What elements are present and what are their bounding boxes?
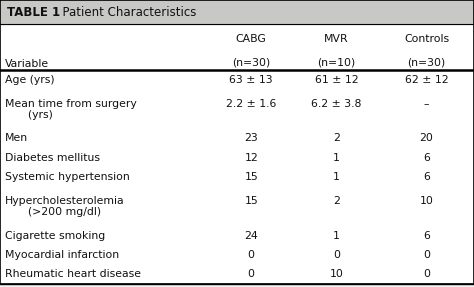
Text: Controls: Controls	[404, 34, 449, 44]
Text: 61 ± 12: 61 ± 12	[315, 75, 358, 85]
Text: 1: 1	[333, 153, 340, 163]
Text: 1: 1	[333, 230, 340, 241]
Text: (n=30): (n=30)	[232, 57, 270, 67]
Text: –: –	[424, 99, 429, 109]
Text: Age (yrs): Age (yrs)	[5, 75, 55, 85]
Text: 2: 2	[333, 133, 340, 143]
Text: Cigarette smoking: Cigarette smoking	[5, 230, 105, 241]
Bar	[0, 0, 474, 24]
Text: 0: 0	[248, 269, 255, 280]
Text: 6.2 ± 3.8: 6.2 ± 3.8	[311, 99, 362, 109]
Text: Myocardial infarction: Myocardial infarction	[5, 250, 119, 260]
Text: 23: 23	[244, 133, 258, 143]
Text: 20: 20	[419, 133, 434, 143]
Text: Hypercholesterolemia: Hypercholesterolemia	[5, 196, 124, 206]
Text: 6: 6	[423, 230, 430, 241]
Text: (n=30): (n=30)	[408, 57, 446, 67]
Text: 1: 1	[333, 172, 340, 182]
Text: (yrs): (yrs)	[14, 110, 53, 120]
Text: Mean time from surgery: Mean time from surgery	[5, 99, 137, 109]
Text: 15: 15	[244, 196, 258, 206]
Text: 10: 10	[329, 269, 344, 280]
Text: 6: 6	[423, 153, 430, 163]
Text: 2.2 ± 1.6: 2.2 ± 1.6	[226, 99, 276, 109]
Text: (n=10): (n=10)	[318, 57, 356, 67]
Text: Diabetes mellitus: Diabetes mellitus	[5, 153, 100, 163]
Text: 0: 0	[423, 269, 430, 280]
Text: Rheumatic heart disease: Rheumatic heart disease	[5, 269, 141, 280]
Text: 0: 0	[333, 250, 340, 260]
Text: 24: 24	[244, 230, 258, 241]
Text: 12: 12	[244, 153, 258, 163]
Text: 62 ± 12: 62 ± 12	[405, 75, 448, 85]
Text: Systemic hypertension: Systemic hypertension	[5, 172, 129, 182]
Text: (>200 mg/dl): (>200 mg/dl)	[14, 207, 101, 217]
Text: 15: 15	[244, 172, 258, 182]
Text: CABG: CABG	[236, 34, 266, 44]
Text: 0: 0	[423, 250, 430, 260]
Text: Men: Men	[5, 133, 28, 143]
Text: TABLE 1: TABLE 1	[7, 6, 60, 19]
Text: MVR: MVR	[324, 34, 349, 44]
Text: Patient Characteristics: Patient Characteristics	[55, 6, 196, 19]
Text: 6: 6	[423, 172, 430, 182]
Text: 0: 0	[248, 250, 255, 260]
Text: Variable: Variable	[5, 59, 49, 69]
Text: 2: 2	[333, 196, 340, 206]
Text: 10: 10	[419, 196, 434, 206]
Text: 63 ± 13: 63 ± 13	[229, 75, 273, 85]
